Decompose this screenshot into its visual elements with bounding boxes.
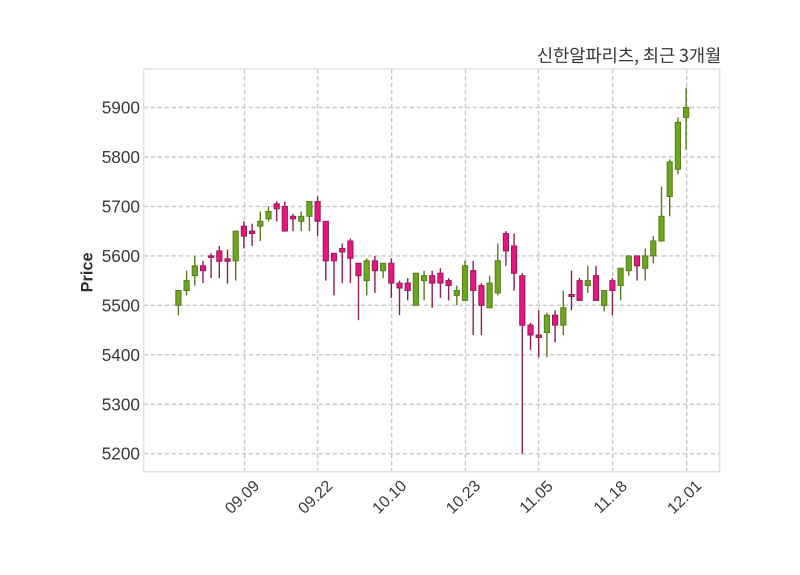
- svg-text:5700: 5700: [102, 196, 140, 216]
- svg-text:5300: 5300: [102, 394, 140, 414]
- svg-text:Price: Price: [79, 252, 97, 292]
- svg-text:5800: 5800: [102, 147, 140, 167]
- svg-text:5200: 5200: [102, 444, 140, 464]
- svg-text:5400: 5400: [102, 345, 140, 365]
- svg-text:5600: 5600: [102, 246, 140, 266]
- svg-text:5900: 5900: [102, 98, 140, 118]
- svg-text:5500: 5500: [102, 295, 140, 315]
